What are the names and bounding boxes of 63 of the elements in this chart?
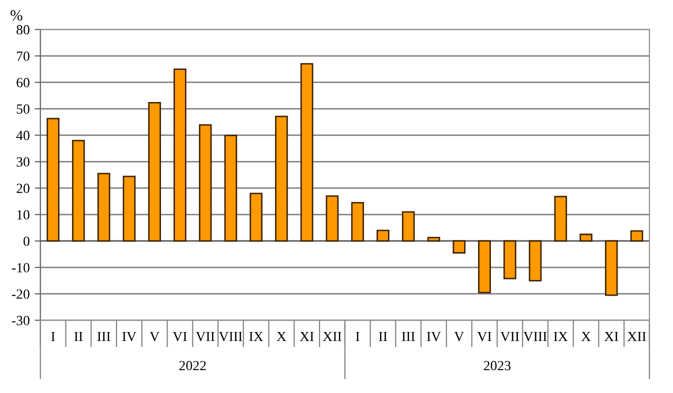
x-tick-label: V	[150, 332, 160, 342]
x-tick-label: XI	[300, 332, 314, 342]
bar	[326, 195, 339, 242]
text: 2023	[484, 360, 511, 370]
bar	[580, 234, 592, 242]
x-tick-label: VII	[196, 332, 214, 342]
x-tick-label: VIII	[523, 332, 547, 342]
bar	[122, 176, 136, 242]
bar	[528, 240, 542, 282]
x-tick-label: XI	[604, 332, 618, 342]
x-tick-label: VIII	[218, 332, 242, 342]
x-tick-label: III	[97, 332, 110, 342]
x-tick-label: X	[276, 332, 286, 342]
x-tick-label: II	[378, 332, 388, 342]
x-tick-label: XII	[322, 332, 342, 342]
y-axis-title: %	[10, 10, 22, 21]
bar	[554, 196, 568, 242]
y-tick-label: 20	[16, 184, 30, 194]
bar	[402, 211, 415, 242]
bar	[630, 230, 644, 242]
bar	[503, 240, 516, 280]
bar	[300, 63, 314, 242]
x-tick-label: IV	[426, 332, 441, 342]
bar	[452, 240, 466, 254]
y-tick-label: 50	[16, 104, 30, 114]
bar	[148, 102, 161, 242]
x-tick-label: IX	[249, 332, 264, 342]
y-tick-label: 0	[24, 236, 30, 246]
bar	[351, 202, 364, 242]
y-tick-label: 60	[16, 78, 30, 88]
x-tick-label: XII	[627, 332, 646, 342]
x-tick-label: I	[51, 332, 55, 342]
y-tick-label: -10	[12, 263, 30, 272]
y-tick-label: -30	[12, 316, 30, 326]
bar	[275, 116, 288, 242]
bar	[604, 240, 618, 296]
bar	[478, 240, 491, 294]
x-tick-label: III	[402, 332, 415, 342]
bar	[376, 230, 390, 242]
x-tick-label: VI	[172, 332, 187, 342]
bar	[224, 134, 238, 242]
text: 2022	[179, 360, 206, 370]
bar	[250, 192, 262, 242]
y-tick-label: 70	[16, 51, 30, 61]
bar	[198, 124, 212, 242]
y-tick-label: -20	[12, 289, 30, 299]
bar	[427, 236, 440, 242]
x-tick-label: VII	[500, 332, 520, 342]
x-tick-label: IV	[122, 332, 136, 342]
y-tick-label: 30	[16, 157, 30, 167]
x-tick-label: X	[581, 332, 591, 342]
x-tick-label: V	[454, 332, 464, 342]
x-tick-label: IX	[554, 332, 568, 342]
bar	[174, 68, 186, 242]
y-tick-label: 80	[16, 25, 30, 34]
x-tick-label: I	[356, 332, 360, 342]
y-tick-label: 40	[16, 130, 30, 140]
y-tick-label: 10	[17, 210, 30, 220]
x-tick-label: VI	[477, 332, 492, 342]
bar	[46, 118, 60, 242]
x-tick-label: II	[74, 332, 83, 342]
bar	[97, 172, 110, 242]
bar	[72, 140, 85, 242]
